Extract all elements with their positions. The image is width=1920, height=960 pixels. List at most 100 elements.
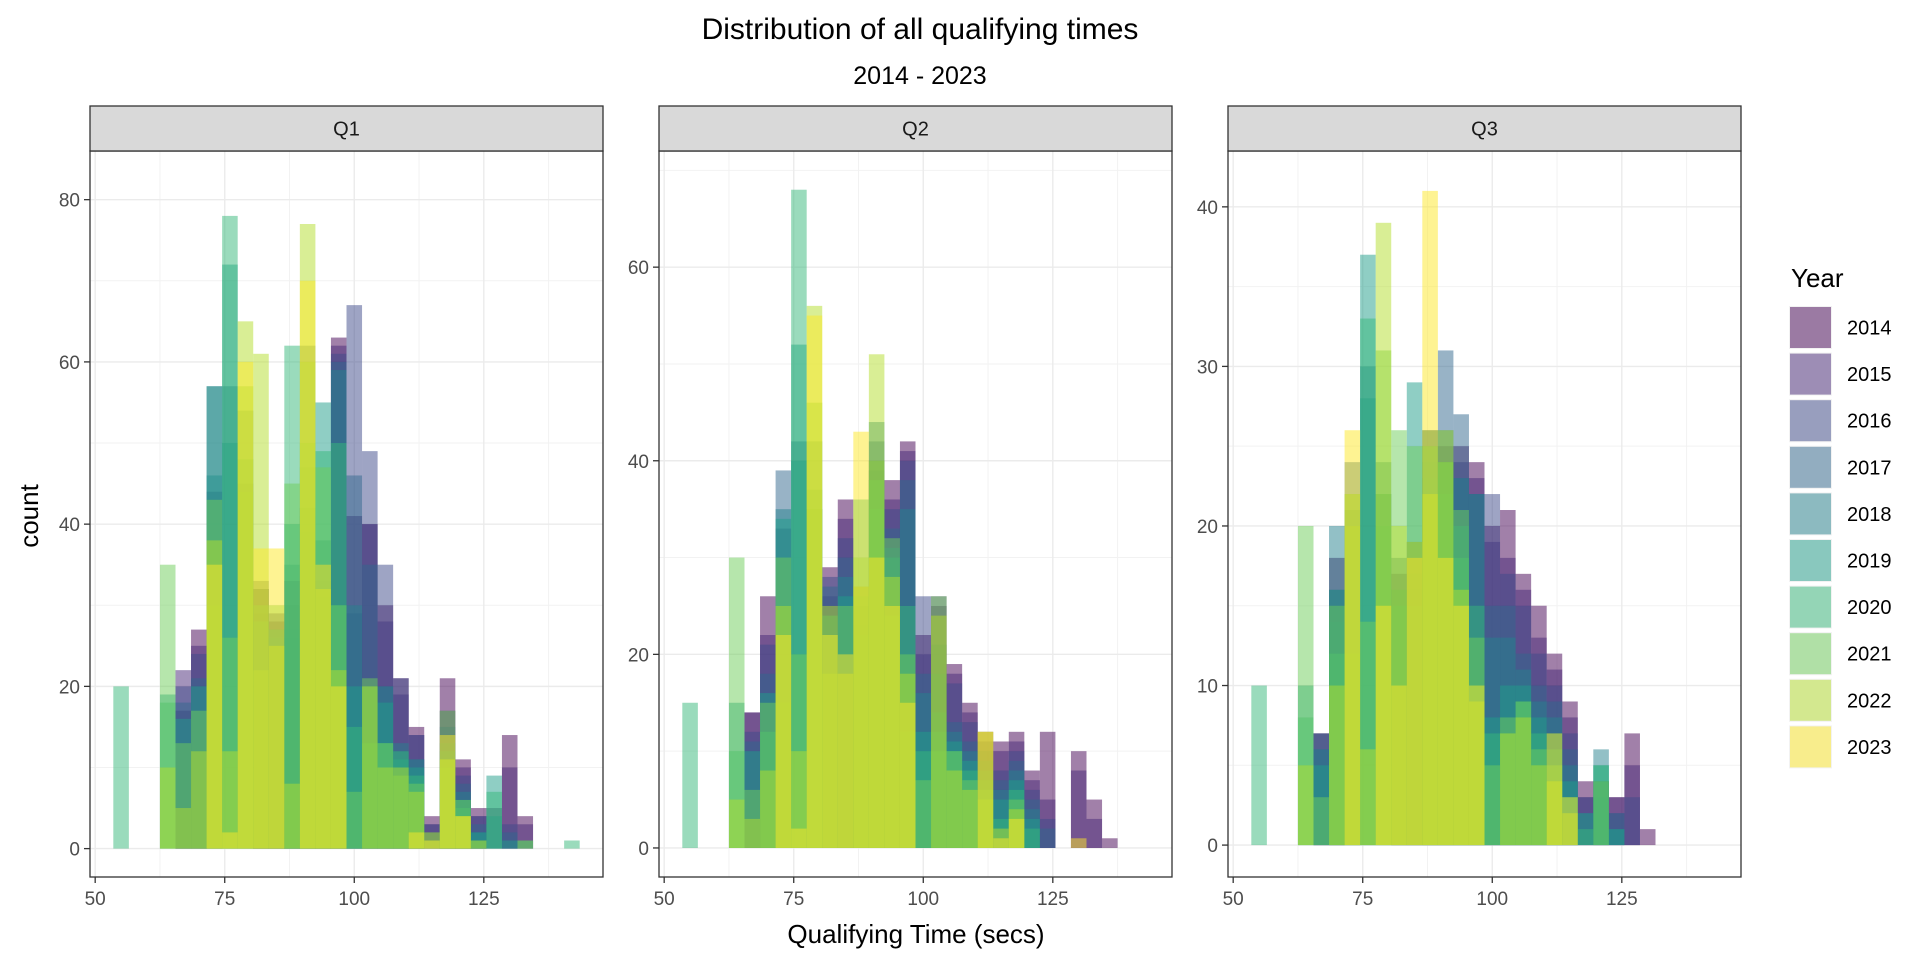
chart-subtitle: 2014 - 2023 [853, 62, 986, 90]
bar-2023-91 [299, 280, 316, 849]
bar-2023-97 [899, 702, 916, 848]
legend-label: 2014 [1847, 318, 1892, 340]
bar-2022-106 [377, 767, 394, 849]
bar-2023-115 [993, 838, 1009, 848]
y-tick-label: 20 [59, 677, 80, 698]
bar-2023-121 [455, 816, 471, 849]
bar-2022-76 [791, 751, 807, 848]
legend-item-2015: 2015 [1789, 352, 1892, 396]
bar-2022-64 [159, 767, 176, 849]
legend-label: 2016 [1847, 411, 1892, 433]
legend-swatch [1790, 586, 1831, 628]
bar-2023-112 [977, 731, 994, 848]
legend-label: 2022 [1847, 690, 1892, 712]
bar-2023-115 [1562, 797, 1578, 846]
chart-title: Distribution of all qualifying times [702, 13, 1139, 46]
bar-2022-109 [962, 789, 978, 848]
legend-swatch [1790, 446, 1831, 488]
bar-2023-85 [268, 548, 285, 849]
bar-2023-79 [1375, 605, 1392, 846]
x-tick-label: 50 [1223, 889, 1244, 910]
bar-2021-88 [284, 483, 300, 849]
bar-2020-55 [113, 686, 129, 849]
bar-2022-103 [931, 615, 947, 848]
legend-item-2023: 2023 [1789, 725, 1892, 769]
legend: Year 2014 2015 2016 2017 2018 2019 2020 2021 202… [1789, 263, 1892, 769]
bar-2021-100 [346, 791, 363, 849]
x-axis-label: Qualifying Time (secs) [787, 919, 1044, 949]
bar-2019-124 [1608, 829, 1625, 846]
y-tick-label: 80 [59, 191, 80, 212]
legend-label: 2019 [1847, 551, 1892, 573]
bar-2020-55 [1251, 685, 1267, 846]
bar-2022-64 [728, 799, 745, 848]
legend-title: Year [1791, 263, 1844, 293]
y-tick-label: 0 [69, 840, 80, 861]
legend-swatch [1790, 307, 1831, 348]
y-tick-label: 40 [628, 452, 649, 473]
bar-2022-109 [393, 767, 409, 849]
y-axis-label: count [14, 483, 44, 547]
y-tick-label: 60 [59, 353, 80, 374]
bar-2023-115 [424, 840, 440, 849]
legend-swatch [1790, 493, 1831, 535]
bar-2022-88 [284, 783, 300, 849]
bar-2015-133 [1086, 818, 1103, 848]
x-tick-label: 75 [214, 889, 235, 910]
bar-2023-85 [837, 654, 854, 848]
bar-2022-103 [1500, 733, 1516, 846]
legend-label: 2017 [1847, 457, 1892, 479]
y-tick-label: 40 [1197, 198, 1218, 219]
bar-2023-82 [253, 548, 269, 849]
bar-2023-112 [408, 832, 425, 849]
bar-2023-73 [775, 635, 792, 848]
bar-2020-118 [1577, 829, 1594, 846]
bar-2022-106 [946, 770, 963, 848]
x-tick-label: 125 [1606, 889, 1638, 910]
legend-label: 2018 [1847, 504, 1892, 526]
legend-item-2022: 2022 [1789, 678, 1892, 722]
legend-item-2017: 2017 [1789, 445, 1892, 489]
bar-2014-136 [1102, 838, 1118, 848]
facet-strip-label: Q1 [333, 119, 360, 141]
bar-2021-100 [1484, 765, 1501, 846]
bar-2020-142 [564, 840, 580, 849]
bar-2023-82 [822, 635, 838, 848]
x-tick-label: 100 [1476, 889, 1508, 910]
bar-2023-94 [1453, 605, 1469, 846]
bar-2014-130 [1639, 829, 1656, 846]
bar-2022-109 [1531, 765, 1547, 846]
bar-2023-118 [1008, 818, 1025, 848]
bar-2022-70 [760, 770, 776, 848]
y-tick-label: 10 [1197, 677, 1218, 698]
y-tick-label: 0 [1207, 836, 1218, 857]
bar-2021-100 [915, 780, 932, 848]
bar-2023-79 [237, 361, 254, 849]
facet-strip [658, 105, 1173, 152]
y-tick-label: 40 [59, 515, 80, 536]
facet-strip-label: Q3 [1471, 119, 1498, 141]
x-tick-label: 125 [1037, 889, 1069, 910]
legend-label: 2021 [1847, 644, 1892, 666]
bar-2023-82 [1391, 685, 1407, 846]
bar-2021-64 [728, 557, 745, 848]
bar-2022-124 [470, 840, 487, 849]
bar-2020-127 [486, 791, 502, 849]
bar-2021-133 [517, 840, 534, 849]
legend-label: 2023 [1847, 737, 1892, 759]
panel-q3: Q3 0 10 20 30 40 50 75 100 125 [1197, 105, 1742, 910]
histogram-bars [682, 189, 1118, 848]
histogram-bars [113, 215, 580, 849]
bar-2022-103 [362, 686, 378, 849]
histogram-bars [1251, 190, 1656, 846]
legend-item-2021: 2021 [1789, 632, 1892, 676]
legend-item-2014: 2014 [1789, 306, 1892, 349]
bar-2021-67 [1313, 797, 1330, 846]
bar-2020-121 [1024, 828, 1040, 848]
bar-2023-118 [439, 735, 456, 849]
legend-item-2020: 2020 [1789, 585, 1892, 629]
bar-2023-91 [868, 557, 885, 848]
y-tick-label: 60 [628, 258, 649, 279]
x-tick-label: 100 [907, 889, 939, 910]
